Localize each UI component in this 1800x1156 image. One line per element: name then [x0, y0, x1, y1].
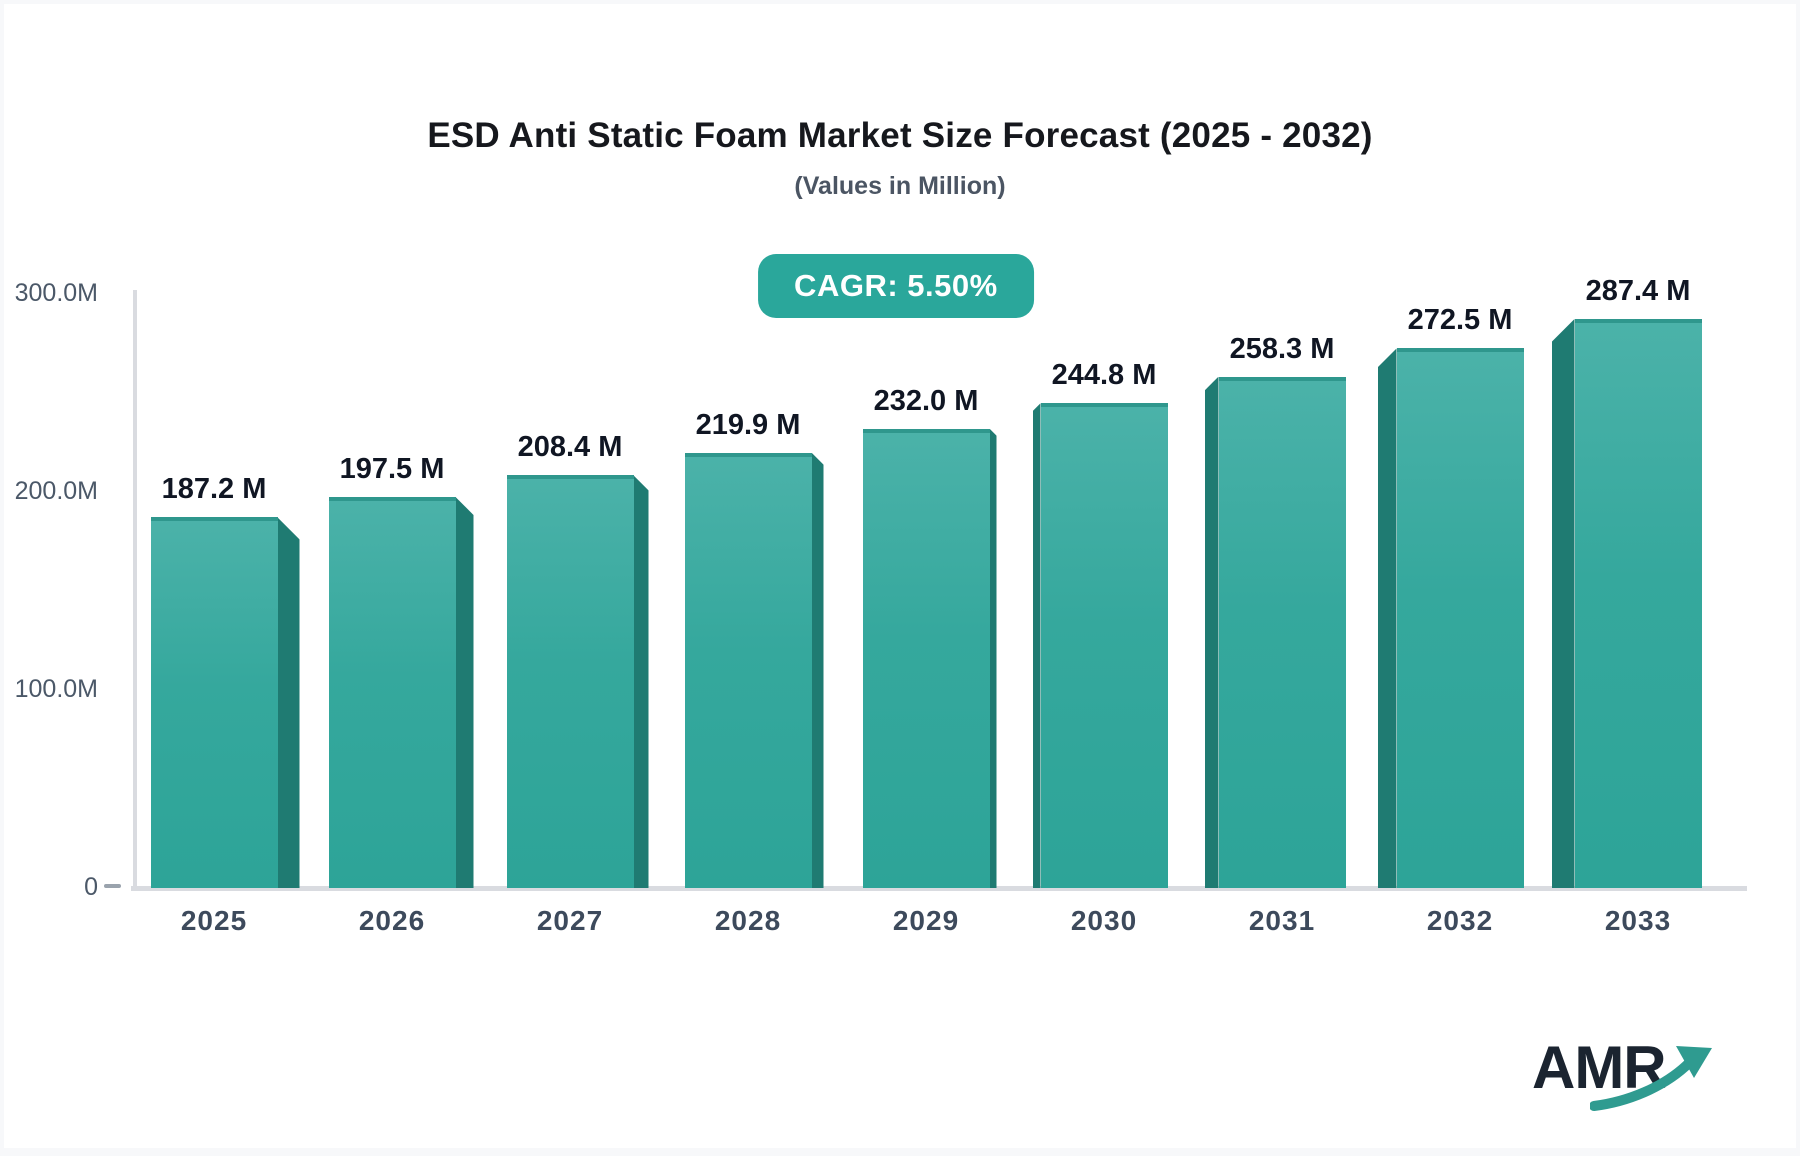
bar-2028 — [684, 452, 812, 888]
chart-title: ESD Anti Static Foam Market Size Forecas… — [427, 116, 1373, 155]
bar-2031 — [1218, 376, 1346, 888]
y-tick-label: 300.0M — [14, 279, 98, 307]
bar-side-shade — [633, 475, 649, 888]
bar-value-label: 208.4 M — [517, 431, 623, 464]
cagr-badge: CAGR: 5.50% — [758, 254, 1034, 318]
x-axis-baseline — [131, 886, 1747, 891]
x-axis-label-2029: 2029 — [892, 905, 960, 936]
x-axis-label-2028: 2028 — [714, 905, 782, 936]
growth-arrow-icon — [1590, 1046, 1712, 1111]
bar-side-shade — [1032, 403, 1041, 888]
zero-tick-mark — [104, 884, 121, 888]
bar-value-label: 287.4 M — [1585, 274, 1691, 307]
bar-side-shade — [277, 517, 300, 888]
x-axis-label-2026: 2026 — [358, 905, 426, 936]
bar-side-shade — [1377, 348, 1397, 888]
bar-side-shade — [989, 428, 997, 888]
amr-logo: AMR — [1532, 1032, 1732, 1118]
bar-value-label: 232.0 M — [873, 384, 979, 417]
bar-2027 — [506, 475, 634, 888]
bar-2030 — [1040, 403, 1168, 888]
x-axis-label-2032: 2032 — [1426, 905, 1494, 936]
y-tick-label: 100.0M — [14, 675, 98, 703]
y-tick-label: 0 — [84, 873, 98, 901]
bar-value-label: 272.5 M — [1407, 304, 1513, 337]
x-axis-label-2027: 2027 — [536, 905, 604, 936]
bar-value-label: 219.9 M — [695, 408, 801, 441]
x-axis-label-2033: 2033 — [1604, 905, 1672, 936]
bar-side-shade — [1204, 376, 1219, 888]
bar-2025 — [150, 517, 278, 888]
y-axis-line — [133, 290, 137, 888]
bar-value-label: 258.3 M — [1229, 332, 1335, 365]
chart-canvas: ESD Anti Static Foam Market Size Forecas… — [4, 4, 1796, 1148]
chart-subtitle: (Values in Million) — [794, 172, 1006, 200]
bar-side-shade — [1551, 318, 1575, 888]
bar-side-shade — [455, 496, 474, 888]
x-axis-label-2031: 2031 — [1248, 905, 1316, 936]
x-axis-label-2025: 2025 — [180, 905, 248, 936]
bar-2029 — [862, 428, 990, 888]
bar-side-shade — [811, 452, 824, 888]
bar-2026 — [328, 496, 456, 888]
x-axis-label-2030: 2030 — [1070, 905, 1138, 936]
bar-value-label: 187.2 M — [161, 473, 267, 506]
bar-2033 — [1574, 318, 1702, 888]
y-tick-label: 200.0M — [14, 477, 98, 505]
bar-value-label: 197.5 M — [339, 452, 445, 485]
bar-2032 — [1396, 348, 1524, 888]
bar-value-label: 244.8 M — [1051, 359, 1157, 392]
